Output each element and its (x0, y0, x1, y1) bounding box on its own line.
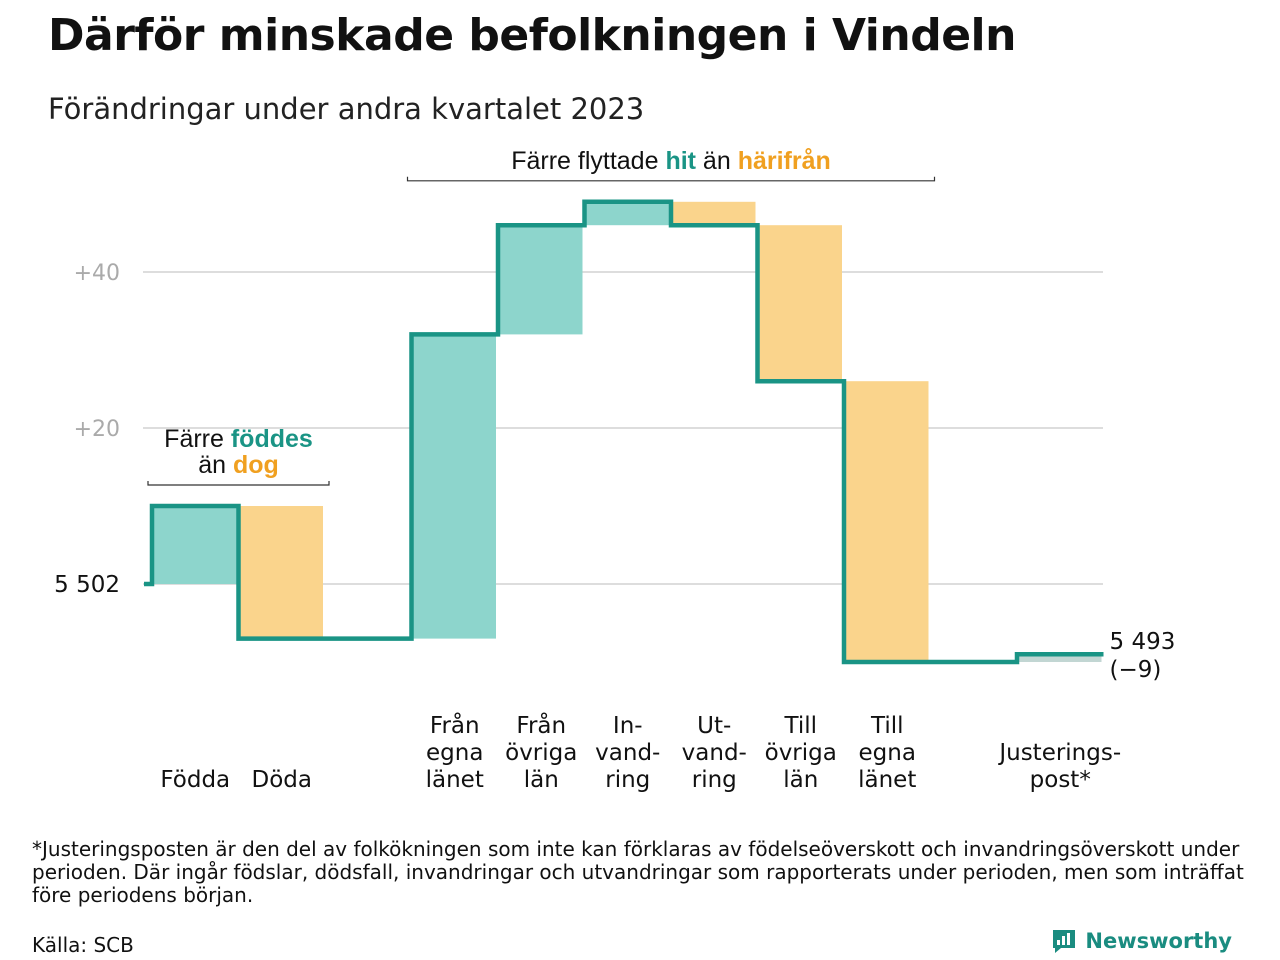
waterfall-chart: +20+405 502 Födda DödaFrånegnalänetFrånöv… (54, 147, 1176, 793)
end-change-label: (−9) (1110, 657, 1162, 683)
x-tick-label: län (524, 767, 559, 793)
x-tick-label: Födda (160, 767, 230, 793)
annotation-bracket (406, 176, 936, 182)
chart-subtitle: Förändringar under andra kvartalet 2023 (48, 92, 645, 126)
bar (673, 201, 756, 226)
value-labels: 5 493(−9) (1110, 629, 1176, 683)
bar (500, 225, 583, 335)
bar (586, 201, 669, 226)
x-tick-label: Justerings- (997, 740, 1121, 766)
x-tick-label: Från (430, 711, 480, 739)
end-value-label: 5 493 (1110, 629, 1176, 655)
annotation-bracket (147, 481, 330, 486)
bar (413, 334, 496, 639)
x-tick-label: övriga (505, 740, 577, 766)
chart-title: Därför minskade befolkningen i Vindeln (48, 10, 1016, 61)
bar (1019, 654, 1102, 662)
x-tick-label: Till (870, 713, 904, 739)
x-tick-label: egna (426, 740, 483, 766)
y-tick-label: +20 (74, 417, 120, 442)
newsworthy-logo-icon (1053, 930, 1076, 953)
bars (154, 201, 1102, 662)
x-tick-label: Ut- (697, 713, 731, 739)
x-tick-label: länet (426, 767, 484, 793)
x-tick-label: Till (783, 713, 817, 739)
y-tick-labels: +20 +40 5 502 (54, 261, 120, 598)
x-tick-label: länet (858, 767, 916, 793)
x-tick-label: vand- (595, 740, 660, 766)
x-tick-label: vand- (682, 740, 747, 766)
x-tick-label: övriga (765, 740, 837, 766)
brand-name: Newsworthy (1085, 929, 1232, 953)
bar (240, 506, 323, 639)
bar (846, 381, 929, 662)
bar (759, 225, 842, 382)
step-line (144, 199, 1104, 665)
x-tick-label: Döda (252, 767, 312, 793)
x-tick-label: län (783, 767, 818, 793)
x-tick-label: post* (1030, 767, 1091, 793)
brand-logo: Newsworthy (1051, 928, 1232, 954)
annotation-text: Färre flyttade hit än härifrån (511, 147, 831, 175)
y-tick-label: +40 (74, 261, 120, 286)
start-value-label: 5 502 (54, 572, 120, 598)
running-total-line (144, 199, 1104, 665)
bar (154, 506, 237, 584)
x-tick-labels: Födda DödaFrånegnalänetFrånövrigalänIn-va… (160, 711, 1121, 793)
x-tick-label: In- (613, 713, 643, 739)
x-tick-label: ring (692, 767, 737, 793)
footnote: *Justeringsposten är den del av folkökni… (32, 837, 1244, 907)
annotation-text: Färre föddes (164, 425, 313, 453)
x-tick-label: egna (859, 740, 916, 766)
x-tick-label: ring (605, 767, 650, 793)
source-label: Källa: SCB (32, 933, 134, 957)
annotation-text: än dog (198, 451, 279, 479)
x-tick-label: Från (516, 711, 566, 739)
